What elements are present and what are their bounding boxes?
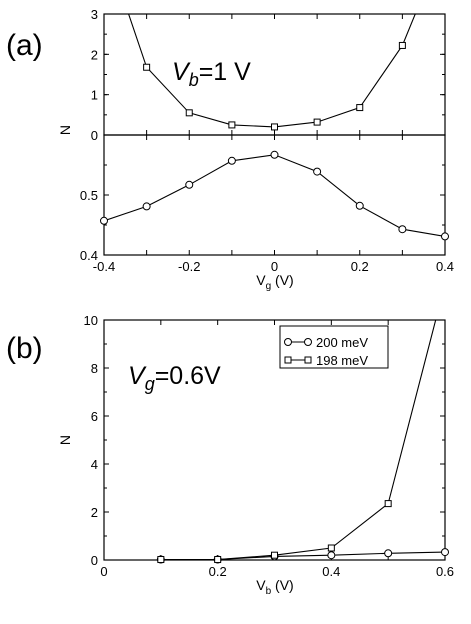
annotation-vg-var: V — [128, 362, 147, 390]
plot-b: 0 2 4 6 8 10 0 0.2 0.4 0.6 200 meV 198 meV — [84, 313, 455, 579]
legend-box — [279, 325, 389, 369]
annotation-vb: Vb=1 V — [172, 58, 251, 90]
data-point — [142, 202, 151, 211]
x-tick-label: 0.2 — [209, 564, 227, 579]
data-point — [270, 150, 279, 159]
panel-label-b: (b) — [6, 332, 43, 365]
x-axis-label-b-unit: (V) — [271, 577, 294, 593]
data-point — [271, 551, 278, 559]
y-tick-label: 0 — [91, 128, 98, 143]
plot-frame — [103, 13, 446, 136]
data-point — [398, 41, 406, 49]
data-point — [228, 121, 236, 129]
data-point — [441, 232, 449, 241]
data-point — [327, 551, 336, 560]
x-tick-label: -0.2 — [178, 259, 200, 274]
y-tick-label: 10 — [84, 313, 98, 328]
data-point — [157, 556, 165, 564]
data-point — [327, 544, 335, 552]
legend-marker — [304, 356, 312, 364]
annotation-vb-sub: b — [189, 70, 199, 90]
x-tick-label: -0.4 — [93, 259, 115, 274]
y-tick-label: 2 — [91, 47, 98, 62]
y-tick-label: 0.4 — [80, 248, 98, 263]
y-tick-label: 2 — [91, 505, 98, 520]
x-tick-label: 0.2 — [351, 259, 369, 274]
x-axis-label-a: Vg (V) — [256, 272, 293, 292]
y-tick-label: 4 — [91, 457, 98, 472]
data-point — [384, 549, 393, 558]
y-tick-label: 0 — [91, 553, 98, 568]
legend-label: 198 meV — [316, 353, 368, 368]
y-tick-label: 3 — [91, 7, 98, 22]
annotation-vb-rest: =1 V — [199, 58, 251, 86]
y-tick-label: 0.5 — [80, 188, 98, 203]
legend-marker — [284, 338, 292, 346]
series-line-0 — [104, 154, 445, 237]
data-point — [384, 500, 392, 508]
data-point — [185, 109, 193, 117]
legend-marker — [304, 338, 312, 346]
annotation-vg-rest: =0.6V — [155, 362, 221, 390]
y-tick-label: 6 — [91, 409, 98, 424]
data-point — [356, 104, 364, 112]
annotation-vg-sub: g — [145, 374, 155, 394]
x-tick-label: 0 — [100, 564, 107, 579]
legend-label: 200 meV — [316, 335, 368, 350]
annotation-vg: Vg=0.6V — [128, 362, 221, 394]
series-line-198-meV — [160, 320, 437, 560]
data-point — [313, 118, 321, 126]
data-point — [214, 556, 222, 564]
x-axis-label-a-unit: (V) — [271, 272, 294, 288]
y-tick-label: 8 — [91, 361, 98, 376]
x-tick-label: 0.4 — [436, 259, 454, 274]
x-axis-label-b: Vb (V) — [256, 577, 293, 597]
data-point — [143, 63, 151, 71]
series-line-200-meV — [160, 551, 445, 560]
data-point — [185, 180, 194, 189]
x-axis-label-b-main: V — [256, 577, 266, 593]
x-axis-label-b-sub: b — [266, 586, 272, 597]
plot-frame — [103, 319, 446, 561]
data-point — [313, 167, 322, 176]
plot-a-top: 0 1 2 3 — [91, 7, 446, 143]
panel-label-a: (a) — [6, 29, 43, 62]
data-point — [100, 216, 108, 225]
plot-a-bottom: 0.4 0.5 -0.4 -0.2 0 0.2 0.4 — [80, 134, 454, 274]
x-tick-label: 0.4 — [322, 564, 340, 579]
series-line-0 — [128, 14, 416, 128]
data-point — [227, 156, 236, 165]
annotation-vb-var: V — [172, 58, 191, 86]
data-point — [271, 123, 278, 131]
y-tick-label: 1 — [91, 88, 98, 103]
x-tick-label: 0.6 — [436, 564, 454, 579]
x-axis-label-a-main: V — [256, 272, 266, 288]
x-axis-label-a-sub: g — [266, 281, 272, 292]
legend-marker — [284, 356, 292, 364]
data-point — [398, 225, 407, 234]
y-axis-label-b: N — [57, 435, 73, 445]
x-tick-label: 0 — [271, 259, 278, 274]
data-point — [441, 548, 449, 557]
y-axis-label-a: N — [57, 125, 73, 135]
data-point — [355, 201, 364, 210]
